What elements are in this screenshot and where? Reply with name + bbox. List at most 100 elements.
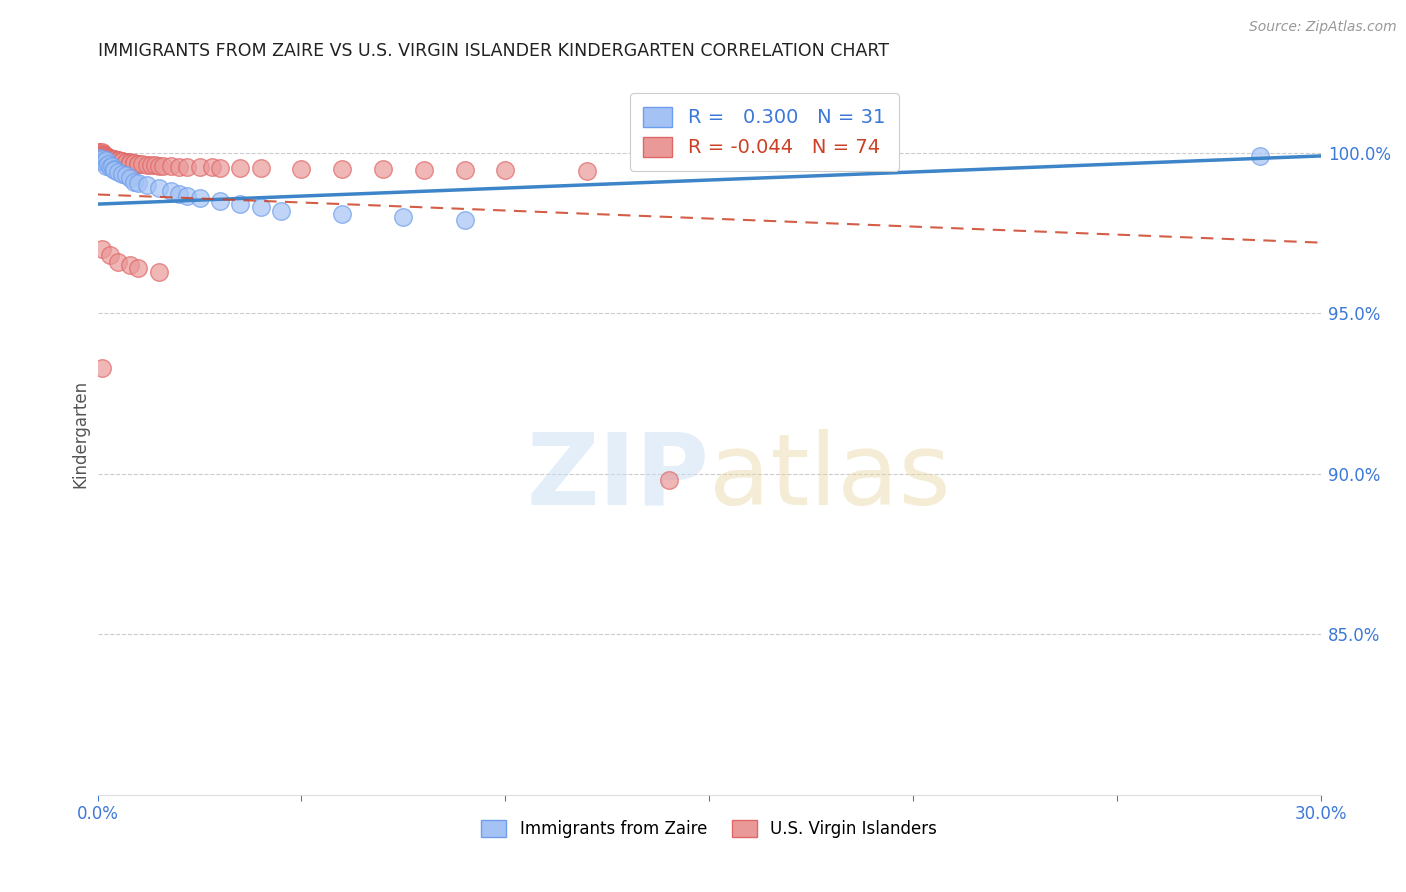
Point xyxy=(107,255,129,269)
Point xyxy=(208,194,231,208)
Point xyxy=(89,146,111,161)
Point xyxy=(93,148,115,162)
Point xyxy=(120,155,142,169)
Point xyxy=(176,189,198,203)
Point xyxy=(124,175,146,189)
Text: IMMIGRANTS FROM ZAIRE VS U.S. VIRGIN ISLANDER KINDERGARTEN CORRELATION CHART: IMMIGRANTS FROM ZAIRE VS U.S. VIRGIN ISL… xyxy=(97,42,889,60)
Point xyxy=(107,153,129,168)
Point xyxy=(90,145,112,160)
Point xyxy=(103,163,125,178)
Point xyxy=(94,149,117,163)
Point xyxy=(120,171,142,186)
Point xyxy=(97,151,120,165)
Point xyxy=(90,146,112,161)
Point xyxy=(290,161,312,176)
Point xyxy=(87,145,110,160)
Point xyxy=(330,207,353,221)
Point xyxy=(94,159,117,173)
Point xyxy=(188,160,211,174)
Point xyxy=(98,160,121,174)
Point xyxy=(90,146,112,161)
Y-axis label: Kindergarten: Kindergarten xyxy=(72,380,89,488)
Point xyxy=(94,149,117,163)
Point xyxy=(98,151,121,165)
Point xyxy=(249,200,271,214)
Point xyxy=(111,154,134,169)
Point xyxy=(201,161,224,175)
Point xyxy=(111,154,134,169)
Point xyxy=(167,187,190,202)
Point xyxy=(91,147,114,161)
Point xyxy=(453,213,475,227)
Point xyxy=(91,152,114,166)
Point xyxy=(1249,149,1271,163)
Point xyxy=(135,178,157,192)
Point xyxy=(90,145,112,160)
Point xyxy=(98,151,121,165)
Point xyxy=(229,197,252,211)
Point xyxy=(91,147,114,161)
Point xyxy=(93,148,115,162)
Point xyxy=(270,203,292,218)
Point xyxy=(90,153,112,168)
Point xyxy=(98,152,121,166)
Point xyxy=(90,146,112,161)
Point xyxy=(127,176,149,190)
Point xyxy=(392,210,415,224)
Point xyxy=(124,156,146,170)
Point xyxy=(160,159,183,173)
Point xyxy=(453,163,475,178)
Point xyxy=(160,184,183,198)
Legend: R =   0.300   N = 31, R = -0.044   N = 74: R = 0.300 N = 31, R = -0.044 N = 74 xyxy=(630,93,898,171)
Point xyxy=(94,150,117,164)
Point xyxy=(176,160,198,174)
Point xyxy=(208,161,231,175)
Point xyxy=(127,156,149,170)
Point xyxy=(98,248,121,262)
Point xyxy=(90,147,112,161)
Point xyxy=(148,159,170,173)
Point xyxy=(148,264,170,278)
Text: ZIP: ZIP xyxy=(526,428,709,525)
Point xyxy=(575,163,598,178)
Point xyxy=(103,161,125,176)
Point xyxy=(89,145,111,160)
Point xyxy=(107,165,129,179)
Point xyxy=(89,145,111,160)
Point xyxy=(148,181,170,195)
Point xyxy=(101,159,124,173)
Point xyxy=(97,157,120,171)
Point xyxy=(657,473,679,487)
Point xyxy=(412,162,434,177)
Point xyxy=(127,261,149,276)
Point xyxy=(229,161,252,175)
Point xyxy=(120,155,142,169)
Point xyxy=(90,146,112,161)
Point xyxy=(330,162,353,177)
Point xyxy=(90,360,112,375)
Point xyxy=(89,146,111,161)
Point xyxy=(107,153,129,167)
Point xyxy=(93,155,115,169)
Point xyxy=(139,158,162,172)
Point xyxy=(494,163,516,178)
Point xyxy=(115,168,138,182)
Point xyxy=(249,161,271,176)
Text: Source: ZipAtlas.com: Source: ZipAtlas.com xyxy=(1249,20,1396,34)
Point xyxy=(94,153,117,167)
Point xyxy=(188,191,211,205)
Point xyxy=(127,157,149,171)
Point xyxy=(94,148,117,162)
Point xyxy=(90,242,112,256)
Point xyxy=(107,153,129,168)
Point xyxy=(96,150,118,164)
Point xyxy=(111,167,134,181)
Point xyxy=(167,160,190,174)
Point xyxy=(131,157,153,171)
Point xyxy=(94,150,117,164)
Point xyxy=(115,154,138,169)
Point xyxy=(87,145,110,159)
Point xyxy=(90,146,112,161)
Point xyxy=(98,152,121,166)
Point xyxy=(371,162,394,177)
